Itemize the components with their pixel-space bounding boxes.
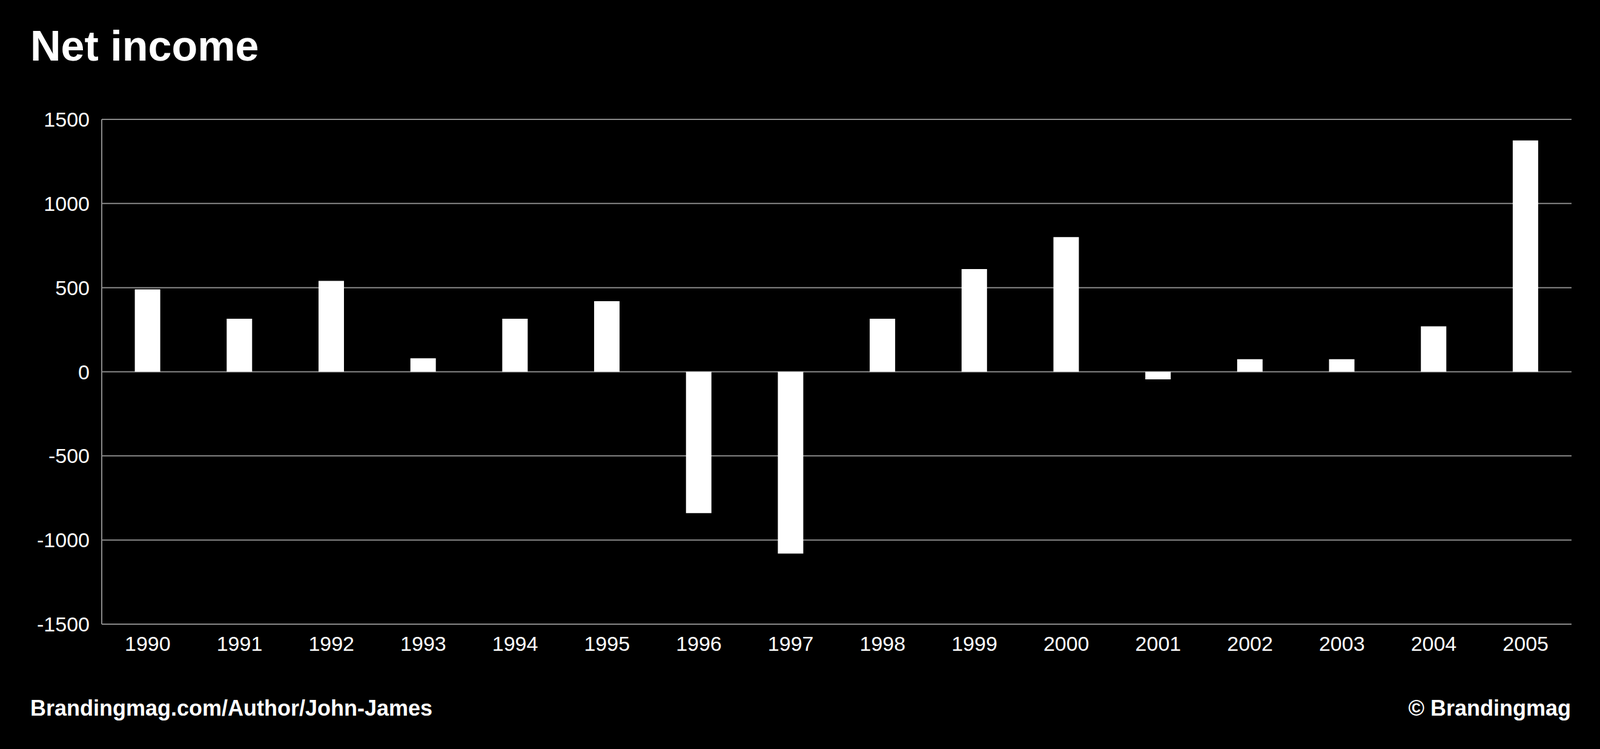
svg-text:2003: 2003 <box>1319 631 1366 655</box>
svg-text:-1000: -1000 <box>36 528 90 552</box>
svg-text:1000: 1000 <box>43 191 90 215</box>
html-text:Net income: Net income <box>30 22 259 70</box>
svg-text:1999: 1999 <box>951 631 998 655</box>
svg-text:500: 500 <box>55 276 90 300</box>
svg-text:0: 0 <box>78 360 90 384</box>
html-text:© Brandingmag: © Brandingmag <box>1408 695 1571 721</box>
svg-text:1994: 1994 <box>492 631 539 655</box>
svg-text:2005: 2005 <box>1502 631 1549 655</box>
svg-text:1500: 1500 <box>43 107 90 131</box>
svg-text:2004: 2004 <box>1411 631 1458 655</box>
svg-text:1993: 1993 <box>400 631 447 655</box>
svg-text:1998: 1998 <box>859 631 906 655</box>
svg-text:2000: 2000 <box>1043 631 1090 655</box>
svg-text:2002: 2002 <box>1226 631 1273 655</box>
svg-text:1996: 1996 <box>675 631 722 655</box>
svg-text:2001: 2001 <box>1135 631 1182 655</box>
svg-text:1991: 1991 <box>216 631 263 655</box>
svg-text:-1500: -1500 <box>36 612 90 636</box>
svg-text:1995: 1995 <box>583 631 630 655</box>
svg-text:1992: 1992 <box>308 631 355 655</box>
svg-text:1997: 1997 <box>767 631 814 655</box>
svg-text:-500: -500 <box>48 443 90 467</box>
html-text:Brandingmag.com/Author/John-Ja: Brandingmag.com/Author/John-James <box>30 695 433 721</box>
svg-text:1990: 1990 <box>124 631 171 655</box>
